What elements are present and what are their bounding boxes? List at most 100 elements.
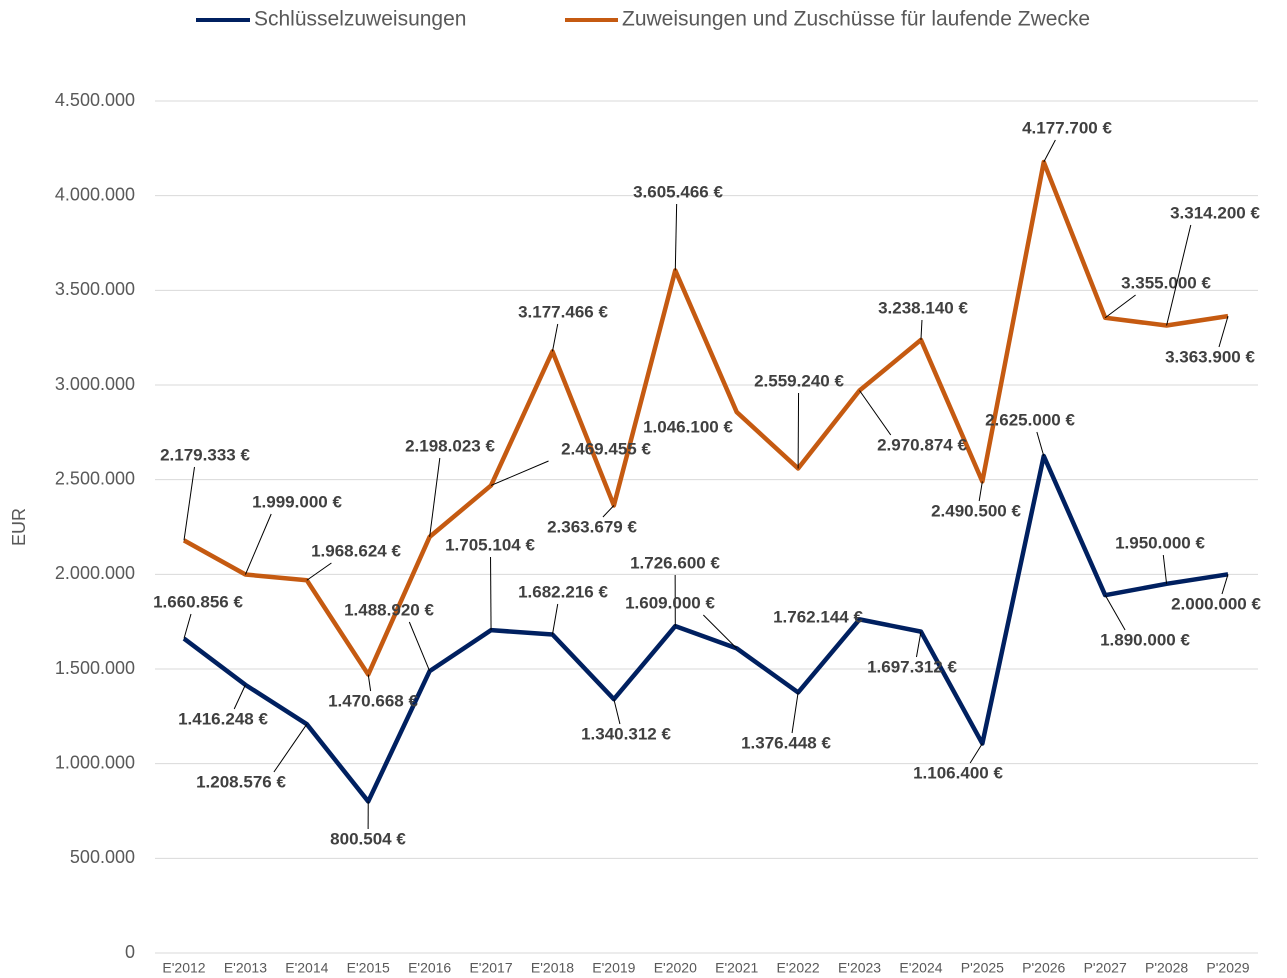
leader-line xyxy=(408,621,431,672)
leader-line xyxy=(183,613,192,639)
x-tick-label: E'2019 xyxy=(592,960,635,976)
leader-line xyxy=(859,390,892,436)
x-tick-label: E'2020 xyxy=(654,960,697,976)
data-label: 1.208.576 € xyxy=(196,772,286,791)
y-tick-label: 2.500.000 xyxy=(55,468,135,488)
leader-line xyxy=(490,460,549,486)
leader-line xyxy=(367,674,372,692)
data-label: 3.314.200 € xyxy=(1170,203,1260,222)
data-label: 1.376.448 € xyxy=(741,733,831,752)
data-label: 1.968.624 € xyxy=(311,541,401,560)
data-label: 2.363.679 € xyxy=(547,517,637,536)
data-label: 1.950.000 € xyxy=(1115,533,1205,552)
series-line xyxy=(182,159,1229,677)
y-tick-label: 3.000.000 xyxy=(55,374,135,394)
leader-line xyxy=(791,692,799,734)
x-tick-label: P'2027 xyxy=(1084,960,1127,976)
leader-line xyxy=(244,513,272,575)
series-line xyxy=(182,453,1229,804)
leader-line xyxy=(1104,294,1136,319)
x-tick-label: E'2022 xyxy=(777,960,820,976)
x-tick-label: P'2026 xyxy=(1022,960,1065,976)
leader-line xyxy=(551,323,559,352)
data-label: 1.682.216 € xyxy=(518,582,608,601)
x-tick-label: E'2014 xyxy=(285,960,328,976)
leader-line xyxy=(1166,224,1192,326)
leader-line xyxy=(1104,594,1126,631)
data-label: 3.177.466 € xyxy=(518,302,608,321)
data-label: 1.726.600 € xyxy=(630,553,720,572)
leader-line xyxy=(233,684,246,710)
data-label: 1.340.312 € xyxy=(581,724,671,743)
y-tick-label: 4.500.000 xyxy=(55,90,135,110)
data-label: 1.999.000 € xyxy=(252,492,342,511)
leader-line xyxy=(602,505,615,518)
leader-line xyxy=(1036,431,1045,457)
data-label: 800.504 € xyxy=(330,829,406,848)
data-label: 2.490.500 € xyxy=(931,501,1021,520)
leader-line xyxy=(490,556,492,631)
data-label: 2.625.000 € xyxy=(985,410,1075,429)
leader-line xyxy=(1221,574,1229,595)
leader-line xyxy=(920,319,923,340)
leader-line xyxy=(1043,139,1056,163)
data-label: 1.762.144 € xyxy=(773,607,863,626)
y-tick-label: 4.000.000 xyxy=(55,184,135,204)
data-label: 1.416.248 € xyxy=(178,709,268,728)
data-label: 1.488.920 € xyxy=(344,600,434,619)
y-tick-label: 0 xyxy=(125,942,135,962)
leader-line xyxy=(702,614,738,649)
data-label: 2.179.333 € xyxy=(160,445,250,464)
x-tick-label: P'2029 xyxy=(1206,960,1249,976)
leader-line xyxy=(613,699,621,725)
legend-label: Schlüsselzuweisungen xyxy=(254,8,466,31)
x-tick-label: P'2025 xyxy=(961,960,1004,976)
x-tick-label: E'2016 xyxy=(408,960,451,976)
leader-line xyxy=(551,603,559,635)
data-label: 1.705.104 € xyxy=(445,535,535,554)
x-tick-label: P'2028 xyxy=(1145,960,1188,976)
leader-line xyxy=(915,631,922,658)
data-label: 1.609.000 € xyxy=(625,593,715,612)
leader-line xyxy=(674,203,678,271)
legend-label: Zuweisungen und Zuschüsse für laufende Z… xyxy=(622,8,1090,31)
leader-line xyxy=(1218,315,1229,348)
data-label: 3.363.900 € xyxy=(1165,347,1255,366)
data-label: 3.355.000 € xyxy=(1121,273,1211,292)
leader-line xyxy=(429,457,441,537)
data-label: 1.697.312 € xyxy=(867,657,957,676)
x-tick-label: E'2018 xyxy=(531,960,574,976)
data-label: 3.238.140 € xyxy=(878,298,968,317)
leader-line xyxy=(306,562,332,581)
annotation: 1.046.100 € xyxy=(643,417,733,436)
data-label: 1.660.856 € xyxy=(153,592,243,611)
data-label: 1.890.000 € xyxy=(1100,630,1190,649)
y-axis-label: EUR xyxy=(9,508,29,546)
y-tick-label: 3.500.000 xyxy=(55,279,135,299)
data-label: 2.469.455 € xyxy=(561,439,651,458)
data-label: 2.970.874 € xyxy=(877,435,967,454)
data-label: 1.470.668 € xyxy=(328,691,418,710)
leader-line xyxy=(969,743,983,764)
data-label: 2.559.240 € xyxy=(754,371,844,390)
leader-line xyxy=(273,723,308,773)
x-tick-label: E'2017 xyxy=(469,960,512,976)
y-tick-label: 500.000 xyxy=(70,847,135,867)
data-label: 4.177.700 € xyxy=(1022,118,1112,137)
x-tick-label: E'2021 xyxy=(715,960,758,976)
x-tick-label: E'2015 xyxy=(347,960,390,976)
leader-line xyxy=(183,466,195,541)
x-tick-label: E'2012 xyxy=(162,960,205,976)
x-tick-label: E'2023 xyxy=(838,960,881,976)
data-label: 1.106.400 € xyxy=(913,763,1003,782)
y-tick-label: 2.000.000 xyxy=(55,563,135,583)
leader-line xyxy=(978,481,983,502)
y-tick-label: 1.000.000 xyxy=(55,752,135,772)
data-label: 2.198.023 € xyxy=(405,436,495,455)
leader-line xyxy=(1162,554,1168,584)
x-tick-label: E'2013 xyxy=(224,960,267,976)
x-tick-label: E'2024 xyxy=(899,960,942,976)
data-label: 2.000.000 € xyxy=(1171,594,1261,613)
data-label: 3.605.466 € xyxy=(633,182,723,201)
